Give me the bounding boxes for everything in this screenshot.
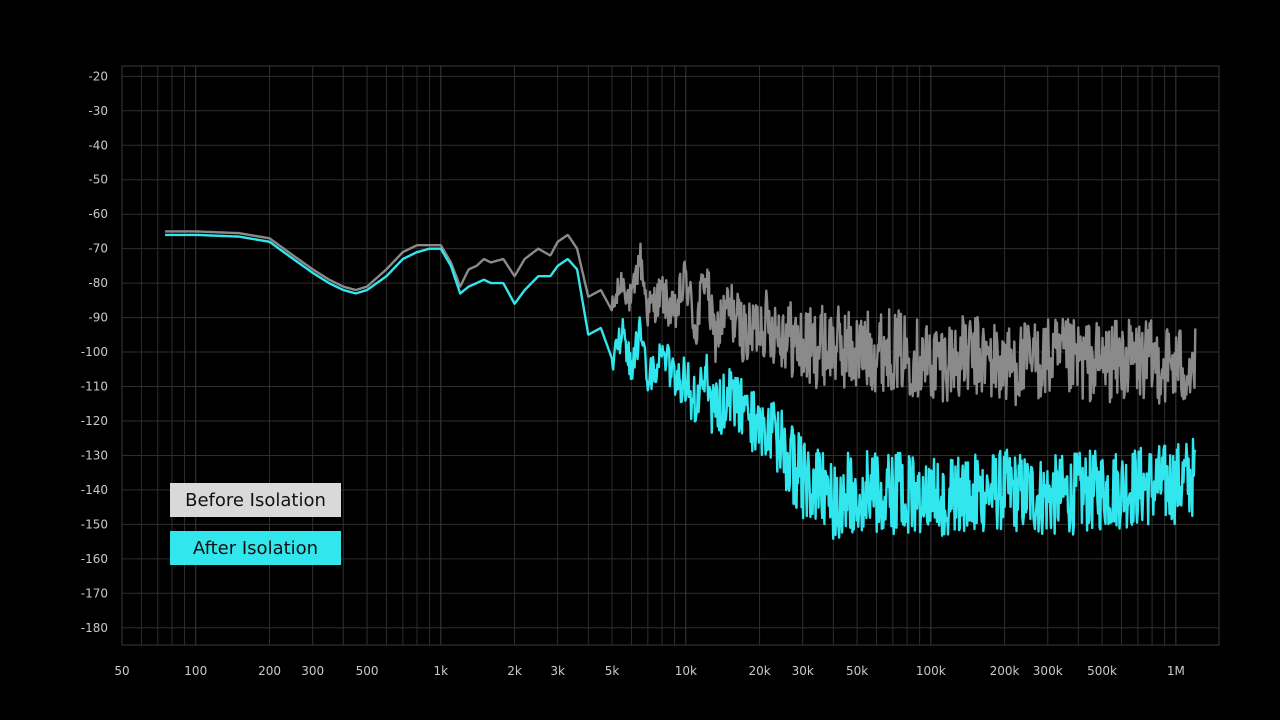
x-tick-label: 30k [792, 664, 814, 678]
y-tick-label: -170 [81, 586, 108, 600]
x-tick-label: 1k [433, 664, 448, 678]
y-tick-label: -90 [88, 311, 108, 325]
x-tick-label: 2k [507, 664, 522, 678]
x-tick-label: 200k [990, 664, 1020, 678]
legend-before-isolation: Before Isolation [170, 483, 341, 517]
y-tick-label: -160 [81, 552, 108, 566]
y-tick-label: -50 [88, 173, 108, 187]
y-axis-ticks: -20 -30 -40 -50 -60 -70 -80 -90 -100 -110 -120 -130… [81, 69, 108, 634]
x-tick-label: 100k [916, 664, 946, 678]
y-tick-label: -130 [81, 448, 108, 462]
y-tick-label: -80 [88, 276, 108, 290]
x-tick-label: 500k [1087, 664, 1117, 678]
x-tick-label: 200 [258, 664, 281, 678]
y-tick-label: -30 [88, 104, 108, 118]
y-tick-label: -120 [81, 414, 108, 428]
x-tick-label: 3k [550, 664, 565, 678]
y-tick-label: -20 [88, 69, 108, 83]
y-tick-label: -110 [81, 380, 108, 394]
x-tick-label: 20k [748, 664, 770, 678]
chart-series [164, 230, 1197, 540]
x-tick-label: 50k [846, 664, 868, 678]
x-tick-label: 1M [1167, 664, 1185, 678]
x-axis-ticks: 50 100 200 300 500 1k 2k 3k 5k 10k 20k 30k 50k 100k 20… [114, 664, 1184, 678]
y-tick-label: -140 [81, 483, 108, 497]
x-tick-label: 300k [1033, 664, 1063, 678]
y-tick-label: -150 [81, 517, 108, 531]
y-tick-label: -100 [81, 345, 108, 359]
y-tick-label: -180 [81, 621, 108, 635]
y-tick-label: -60 [88, 207, 108, 221]
y-tick-label: -70 [88, 242, 108, 256]
x-tick-label: 300 [301, 664, 324, 678]
y-tick-label: -40 [88, 138, 108, 152]
x-tick-label: 50 [114, 664, 129, 678]
x-tick-label: 5k [605, 664, 620, 678]
x-tick-label: 10k [675, 664, 697, 678]
legend-after-label: After Isolation [192, 537, 319, 559]
series-after-isolation [164, 233, 1197, 540]
legend-after-isolation: After Isolation [170, 531, 341, 565]
x-tick-label: 100 [184, 664, 207, 678]
legend-before-label: Before Isolation [185, 489, 326, 511]
plot-frame [121, 65, 1220, 646]
x-tick-label: 500 [356, 664, 379, 678]
series-before-isolation [164, 230, 1197, 407]
